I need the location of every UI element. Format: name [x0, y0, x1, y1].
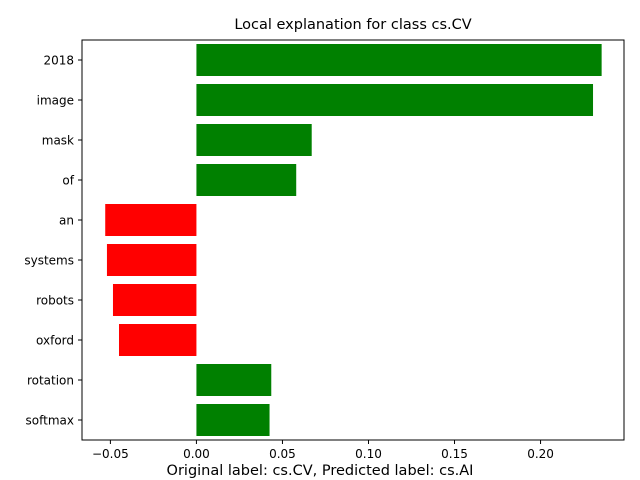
x-tick-label: 0.20 [527, 447, 554, 461]
bar-robots [112, 284, 197, 316]
y-tick-label: robots [36, 294, 74, 308]
x-tick-label: 0.00 [183, 447, 210, 461]
bar-mask [196, 124, 312, 156]
y-tick-label: systems [24, 254, 74, 268]
y-tick-label: of [62, 174, 74, 188]
bar-of [196, 164, 297, 196]
x-tick-label: 0.05 [269, 447, 296, 461]
y-tick-label: softmax [26, 414, 74, 428]
plot-frame [81, 39, 625, 441]
y-tick-label: mask [42, 134, 74, 148]
y-tick-label: 2018 [43, 54, 74, 68]
bars-group [105, 44, 602, 436]
bar-softmax [196, 404, 270, 436]
y-tick-label: rotation [27, 374, 74, 388]
x-tick-label: 0.10 [355, 447, 382, 461]
x-tick-label: −0.05 [92, 447, 129, 461]
x-axis: −0.05 0.00 0.05 0.10 0.15 0.20 [92, 440, 554, 461]
bar-systems [106, 244, 197, 276]
bar-2018 [196, 44, 602, 76]
bar-image [196, 84, 594, 116]
bar-rotation [196, 364, 272, 396]
y-axis: 2018 image mask of an systems robots oxford rota… [24, 54, 82, 428]
bar-an [105, 204, 197, 236]
x-tick-label: 0.15 [441, 447, 468, 461]
y-tick-label: image [37, 94, 74, 108]
chart-caption: Original label: cs.CV, Predicted label: … [167, 463, 474, 479]
chart-title: Local explanation for class cs.CV [234, 17, 471, 33]
y-tick-label: oxford [36, 334, 74, 348]
y-tick-label: an [59, 214, 74, 228]
bar-oxford [118, 324, 197, 356]
